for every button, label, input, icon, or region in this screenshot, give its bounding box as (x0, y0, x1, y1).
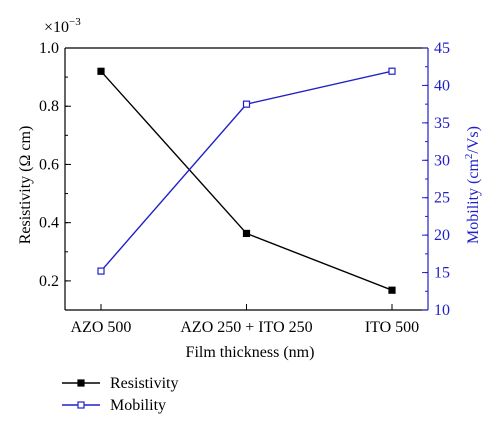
left-tick-label: 0.2 (39, 273, 59, 290)
right-tick-label: 20 (434, 227, 450, 244)
x-tick-label: AZO 250 + ITO 250 (180, 319, 312, 336)
legend-label-resistivity: Resistivity (110, 375, 178, 392)
left-tick-label: 0.4 (39, 215, 59, 232)
left-tick-label: 0.8 (39, 98, 59, 115)
plot-frame (64, 47, 429, 311)
data-point-mobility (242, 100, 251, 108)
right-tick-label: 40 (434, 77, 450, 94)
data-point-mobility (388, 67, 396, 75)
left-axis-title: Resistivity (Ω cm) (17, 126, 34, 245)
left-y-axis: 0.2 0.4 0.6 0.8 1.0 (39, 40, 71, 311)
data-point-resistivity (97, 67, 105, 75)
right-tick-label: 45 (434, 40, 450, 57)
right-tick-label: 25 (434, 190, 450, 207)
left-axis-exponent-label: ×10−3 (44, 16, 81, 36)
x-tick-label: AZO 500 (71, 319, 132, 336)
right-y-axis: 10 15 20 25 30 35 40 45 (422, 40, 450, 319)
legend-label-mobility: Mobility (110, 397, 166, 414)
right-tick-label: 15 (434, 265, 450, 282)
right-tick-label: 30 (434, 152, 450, 169)
left-tick-label: 0.6 (39, 156, 59, 173)
series-layer (97, 67, 396, 294)
data-point-mobility (97, 267, 105, 275)
right-tick-label: 10 (434, 302, 450, 319)
data-point-resistivity (388, 286, 396, 294)
legend: Resistivity Mobility (62, 375, 178, 414)
data-point-resistivity (242, 229, 251, 238)
legend-marker-mobility (77, 401, 85, 409)
right-axis-title: Mobility (cm2/Vs) (463, 126, 482, 244)
x-tick-label: ITO 500 (365, 319, 419, 336)
x-axis: AZO 500 AZO 250 + ITO 250 ITO 500 (71, 304, 419, 336)
x-axis-title: Film thickness (nm) (186, 344, 315, 361)
legend-marker-resistivity (77, 379, 85, 387)
right-tick-label: 35 (434, 115, 450, 132)
left-tick-label: 1.0 (39, 40, 59, 57)
